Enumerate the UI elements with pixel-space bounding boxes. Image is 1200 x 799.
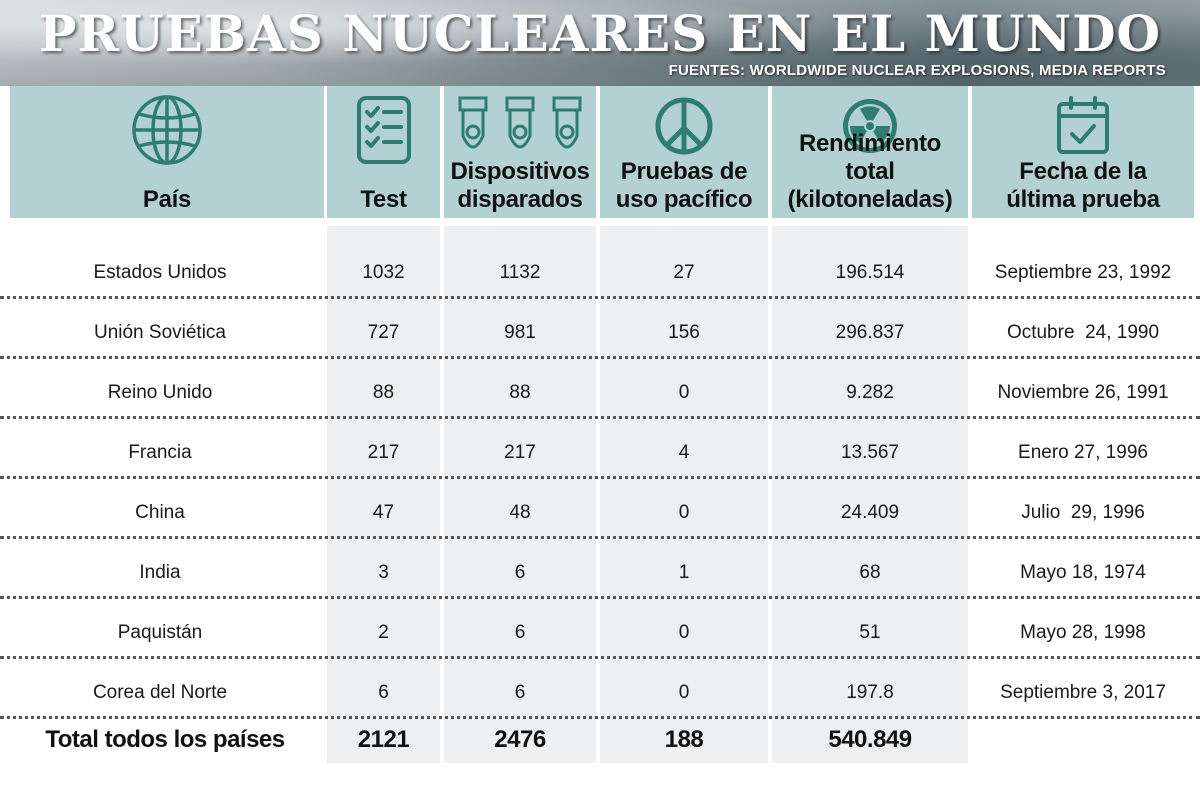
cell-yield: 24.409 — [840, 502, 900, 523]
cell-last-test: Enero 27, 1996 — [1018, 442, 1148, 463]
total-yield: 540.849 — [828, 726, 912, 753]
cell-country: Corea del Norte — [92, 682, 228, 703]
cell-country: Unión Soviética — [93, 322, 227, 343]
cell-last-test: Septiembre 3, 2017 — [1000, 682, 1166, 703]
cell-yield: 296.837 — [835, 322, 905, 343]
cell-peaceful: 0 — [678, 682, 690, 703]
header-label: Pruebas de uso pacífico — [615, 158, 753, 213]
cell-last-test: Septiembre 23, 1992 — [994, 262, 1172, 283]
cell-yield: 197.8 — [846, 682, 894, 703]
cell-test: 6 — [378, 682, 389, 703]
cell-test: 1032 — [362, 262, 405, 283]
calendar-icon — [1057, 96, 1109, 154]
bombs-icon — [458, 96, 582, 149]
cell-test: 217 — [367, 442, 400, 463]
cell-devices: 88 — [509, 382, 531, 403]
table-row: India 3 6 1 68 Mayo 18, 1974 — [0, 536, 1200, 599]
banner-background — [0, 0, 1200, 86]
cell-peaceful: 0 — [678, 502, 690, 523]
cell-peaceful: 0 — [678, 622, 690, 643]
cell-yield: 51 — [859, 622, 881, 643]
table-row: Paquistán 2 6 0 51 Mayo 28, 1998 — [0, 596, 1200, 659]
cell-last-test: Julio 29, 1996 — [1021, 502, 1145, 523]
table-row: Francia 217 217 4 13.567 Enero 27, 1996 — [0, 416, 1200, 479]
cell-country: China — [135, 502, 185, 523]
cell-test: 727 — [367, 322, 400, 343]
header-label: Fecha de la última prueba — [1006, 158, 1160, 213]
cell-devices: 981 — [504, 322, 536, 343]
table-row: Reino Unido 88 88 0 9.282 Noviembre 26, … — [0, 356, 1200, 419]
cell-devices: 1132 — [499, 262, 541, 283]
cell-last-test: Mayo 28, 1998 — [1020, 622, 1146, 643]
cell-devices: 48 — [509, 502, 531, 523]
cell-test: 2 — [378, 622, 389, 643]
cell-country: Estados Unidos — [93, 262, 227, 283]
header-label: Test — [360, 186, 407, 213]
globe-icon — [132, 95, 202, 165]
cell-peaceful: 0 — [678, 382, 690, 403]
total-row: Total todos los países 2121 2476 188 540… — [0, 718, 1200, 762]
column-shade-test — [327, 226, 440, 763]
cell-country: India — [139, 562, 181, 583]
header-country: País — [10, 86, 324, 218]
column-shade-devices — [444, 226, 596, 763]
table-row: Unión Soviética 727 981 156 296.837 Octu… — [0, 296, 1200, 359]
cell-peaceful: 4 — [678, 442, 690, 463]
total-peaceful: 188 — [664, 726, 704, 753]
radiation-icon — [843, 99, 897, 153]
cell-test: 3 — [378, 562, 389, 583]
header-devices: Dispositivos disparados — [444, 86, 596, 218]
table-row: Corea del Norte 6 6 0 197.8 Septiembre 3… — [0, 656, 1200, 719]
cell-test: 88 — [372, 382, 395, 403]
header-yield: Rendimiento total (kilotoneladas) — [772, 86, 968, 218]
cell-country: Francia — [128, 442, 192, 463]
cell-devices: 6 — [514, 562, 526, 583]
header-label: Rendimiento total (kilotoneladas) — [787, 130, 953, 213]
checklist-icon — [356, 96, 411, 164]
header-last-test: Fecha de la última prueba — [972, 86, 1194, 218]
cell-yield: 196.514 — [835, 262, 905, 283]
page-title: PRUEBAS NUCLEARES EN EL MUNDO — [38, 4, 1162, 63]
table-row: China 47 48 0 24.409 Julio 29, 1996 — [0, 476, 1200, 539]
cell-devices: 6 — [514, 622, 526, 643]
cell-devices: 6 — [514, 682, 526, 703]
total-test: 2121 — [357, 726, 410, 753]
total-label: Total todos los países — [45, 726, 285, 753]
cell-yield: 13.567 — [840, 442, 900, 463]
cell-yield: 9.282 — [846, 382, 894, 403]
cell-peaceful: 1 — [678, 562, 690, 583]
column-shade-yield — [772, 226, 968, 763]
header-label: País — [142, 186, 192, 213]
header-test: Test — [327, 86, 440, 218]
total-devices: 2476 — [494, 726, 546, 753]
header-peaceful: Pruebas de uso pacífico — [600, 86, 768, 218]
column-shade-peaceful — [600, 226, 768, 763]
title-banner: PRUEBAS NUCLEARES EN EL MUNDO FUENTES: W… — [0, 0, 1200, 86]
cell-country: Reino Unido — [107, 382, 213, 403]
cell-yield: 68 — [859, 562, 881, 583]
cell-peaceful: 27 — [673, 262, 695, 283]
header-label: Dispositivos disparados — [450, 158, 590, 213]
cell-last-test: Mayo 18, 1974 — [1020, 562, 1146, 583]
cell-test: 47 — [372, 502, 395, 523]
table-row: Estados Unidos 1032 1132 27 196.514 Sept… — [0, 236, 1200, 299]
cell-country: Paquistán — [117, 622, 203, 643]
cell-devices: 217 — [504, 442, 536, 463]
sources-note: FUENTES: WORLDWIDE NUCLEAR EXPLOSIONS, M… — [668, 62, 1166, 79]
cell-last-test: Noviembre 26, 1991 — [997, 382, 1169, 403]
cell-last-test: Octubre 24, 1990 — [1006, 322, 1160, 343]
cell-peaceful: 156 — [668, 322, 700, 343]
peace-icon — [655, 97, 713, 155]
